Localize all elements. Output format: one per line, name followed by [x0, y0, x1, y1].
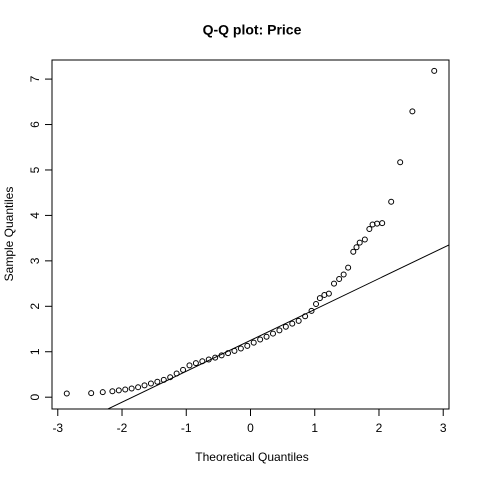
x-tick-label: 3 [440, 421, 447, 435]
point [331, 280, 338, 287]
point [250, 339, 257, 346]
point [379, 220, 386, 227]
point [353, 244, 360, 251]
x-tick-label: -1 [181, 421, 192, 435]
point [109, 388, 116, 395]
y-tick-label: 7 [28, 75, 42, 82]
point [325, 290, 332, 297]
point [336, 276, 343, 283]
y-tick-label: 6 [28, 121, 42, 128]
point [212, 354, 219, 361]
point [63, 390, 70, 397]
point [308, 307, 315, 314]
point [173, 370, 180, 377]
point [431, 67, 438, 74]
point [88, 390, 95, 397]
plot-frame [51, 59, 450, 410]
x-tick-label: 0 [247, 421, 254, 435]
point [263, 333, 270, 340]
point [115, 387, 122, 394]
x-tick-label: 2 [376, 421, 383, 435]
point [225, 350, 232, 357]
point [237, 345, 244, 352]
point [122, 386, 129, 393]
point [361, 236, 368, 243]
y-tick-label: 2 [28, 303, 42, 310]
point [99, 389, 106, 396]
point [180, 366, 187, 373]
point [218, 352, 225, 359]
y-tick-label: 0 [28, 394, 42, 401]
point [128, 385, 135, 392]
x-tick-label: -3 [52, 421, 63, 435]
point [160, 376, 167, 383]
point [409, 108, 416, 115]
point [205, 356, 212, 363]
point [316, 295, 323, 302]
x-tick-label: 1 [311, 421, 318, 435]
point [186, 362, 193, 369]
point [147, 380, 154, 387]
point [356, 239, 363, 246]
chart-title: Q-Q plot: Price [203, 22, 302, 38]
point [231, 347, 238, 354]
point [135, 384, 142, 391]
point [388, 198, 395, 205]
point [295, 317, 302, 324]
y-tick-label: 4 [28, 212, 42, 219]
point [167, 374, 174, 381]
point [199, 358, 206, 365]
point [366, 226, 373, 233]
point [244, 342, 251, 349]
y-tick-label: 5 [28, 166, 42, 173]
x-tick-label: -2 [117, 421, 128, 435]
y-tick-label: 3 [28, 257, 42, 264]
y-axis-label: Sample Quantiles [2, 187, 16, 282]
point [269, 330, 276, 337]
point [257, 336, 264, 343]
point [276, 327, 283, 334]
point [350, 248, 357, 255]
point [282, 323, 289, 330]
point [289, 320, 296, 327]
point [345, 264, 352, 271]
point [302, 313, 309, 320]
reference-line [106, 244, 449, 409]
point [313, 301, 320, 308]
point [141, 382, 148, 389]
point [154, 378, 161, 385]
x-axis-label: Theoretical Quantiles [195, 450, 308, 464]
point [192, 360, 199, 367]
point [397, 159, 404, 166]
point [340, 271, 347, 278]
y-tick-label: 1 [28, 348, 42, 355]
